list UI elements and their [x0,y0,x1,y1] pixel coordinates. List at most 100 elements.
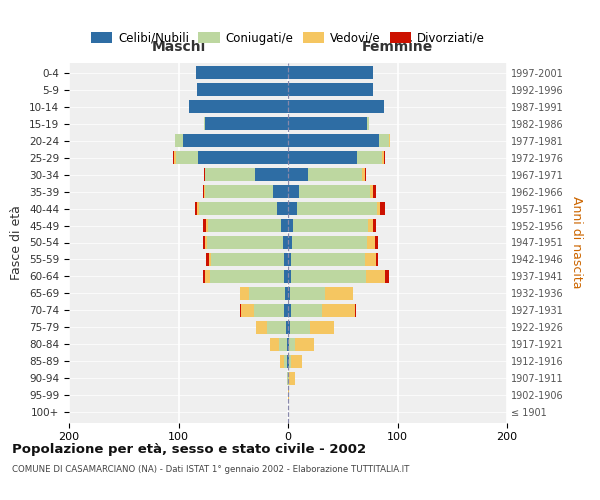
Bar [271,338,279,351]
Bar [355,304,356,317]
Bar [291,304,322,317]
Bar [373,185,376,198]
Bar [288,185,299,198]
Bar [366,270,385,283]
Bar [254,304,284,317]
Bar [279,338,287,351]
Bar [379,134,389,147]
Bar [211,253,284,266]
Bar [288,236,292,249]
Bar [288,321,290,334]
Bar [389,134,390,147]
Bar [288,304,291,317]
Bar [255,168,288,181]
Bar [199,202,277,215]
Bar [374,236,378,249]
Bar [175,134,183,147]
Bar [272,185,288,198]
Bar [325,287,353,300]
Bar [203,185,205,198]
Bar [380,202,385,215]
Bar [281,219,288,232]
Bar [299,185,370,198]
Bar [288,388,289,402]
Bar [287,338,288,351]
Bar [210,270,284,283]
Bar [248,287,285,300]
Bar [367,117,369,130]
Bar [241,304,254,317]
Bar [205,117,288,130]
Bar [288,287,290,300]
Bar [292,236,367,249]
Bar [291,270,366,283]
Bar [205,168,255,181]
Bar [280,354,284,368]
Bar [288,66,373,80]
Bar [240,287,248,300]
Bar [370,185,373,198]
Bar [288,83,373,96]
Bar [203,236,205,249]
Bar [289,354,291,368]
Bar [183,134,288,147]
Bar [287,354,288,368]
Bar [295,338,314,351]
Bar [197,83,288,96]
Bar [288,134,379,147]
Bar [288,338,289,351]
Bar [174,151,176,164]
Bar [205,270,210,283]
Text: COMUNE DI CASAMARCIANO (NA) - Dati ISTAT 1° gennaio 2002 - Elaborazione TUTTITAL: COMUNE DI CASAMARCIANO (NA) - Dati ISTAT… [12,466,409,474]
Bar [284,304,288,317]
Bar [288,100,385,114]
Bar [288,270,291,283]
Bar [288,117,367,130]
Bar [203,168,205,181]
Bar [365,168,366,181]
Bar [190,100,288,114]
Bar [293,219,368,232]
Bar [365,253,376,266]
Bar [289,338,295,351]
Bar [284,354,287,368]
Bar [284,253,288,266]
Bar [196,66,288,80]
Bar [207,236,283,249]
Bar [203,270,205,283]
Bar [377,202,380,215]
Bar [288,372,289,385]
Bar [376,253,378,266]
Bar [310,321,334,334]
Bar [205,185,272,198]
Bar [288,253,291,266]
Bar [284,270,288,283]
Text: Femmine: Femmine [362,40,433,54]
Bar [176,151,198,164]
Bar [206,219,208,232]
Bar [205,236,207,249]
Bar [277,202,288,215]
Bar [203,117,205,130]
Y-axis label: Anni di nascita: Anni di nascita [571,196,583,289]
Bar [297,202,377,215]
Bar [208,219,281,232]
Bar [173,151,174,164]
Bar [209,253,211,266]
Bar [385,270,389,283]
Bar [290,287,325,300]
Bar [287,372,288,385]
Bar [288,202,297,215]
Bar [289,372,295,385]
Bar [283,236,288,249]
Bar [288,168,308,181]
Bar [367,236,374,249]
Y-axis label: Fasce di età: Fasce di età [10,205,23,280]
Bar [286,321,288,334]
Bar [290,321,310,334]
Bar [256,321,267,334]
Bar [288,354,289,368]
Bar [197,202,199,215]
Bar [267,321,286,334]
Text: Maschi: Maschi [151,40,206,54]
